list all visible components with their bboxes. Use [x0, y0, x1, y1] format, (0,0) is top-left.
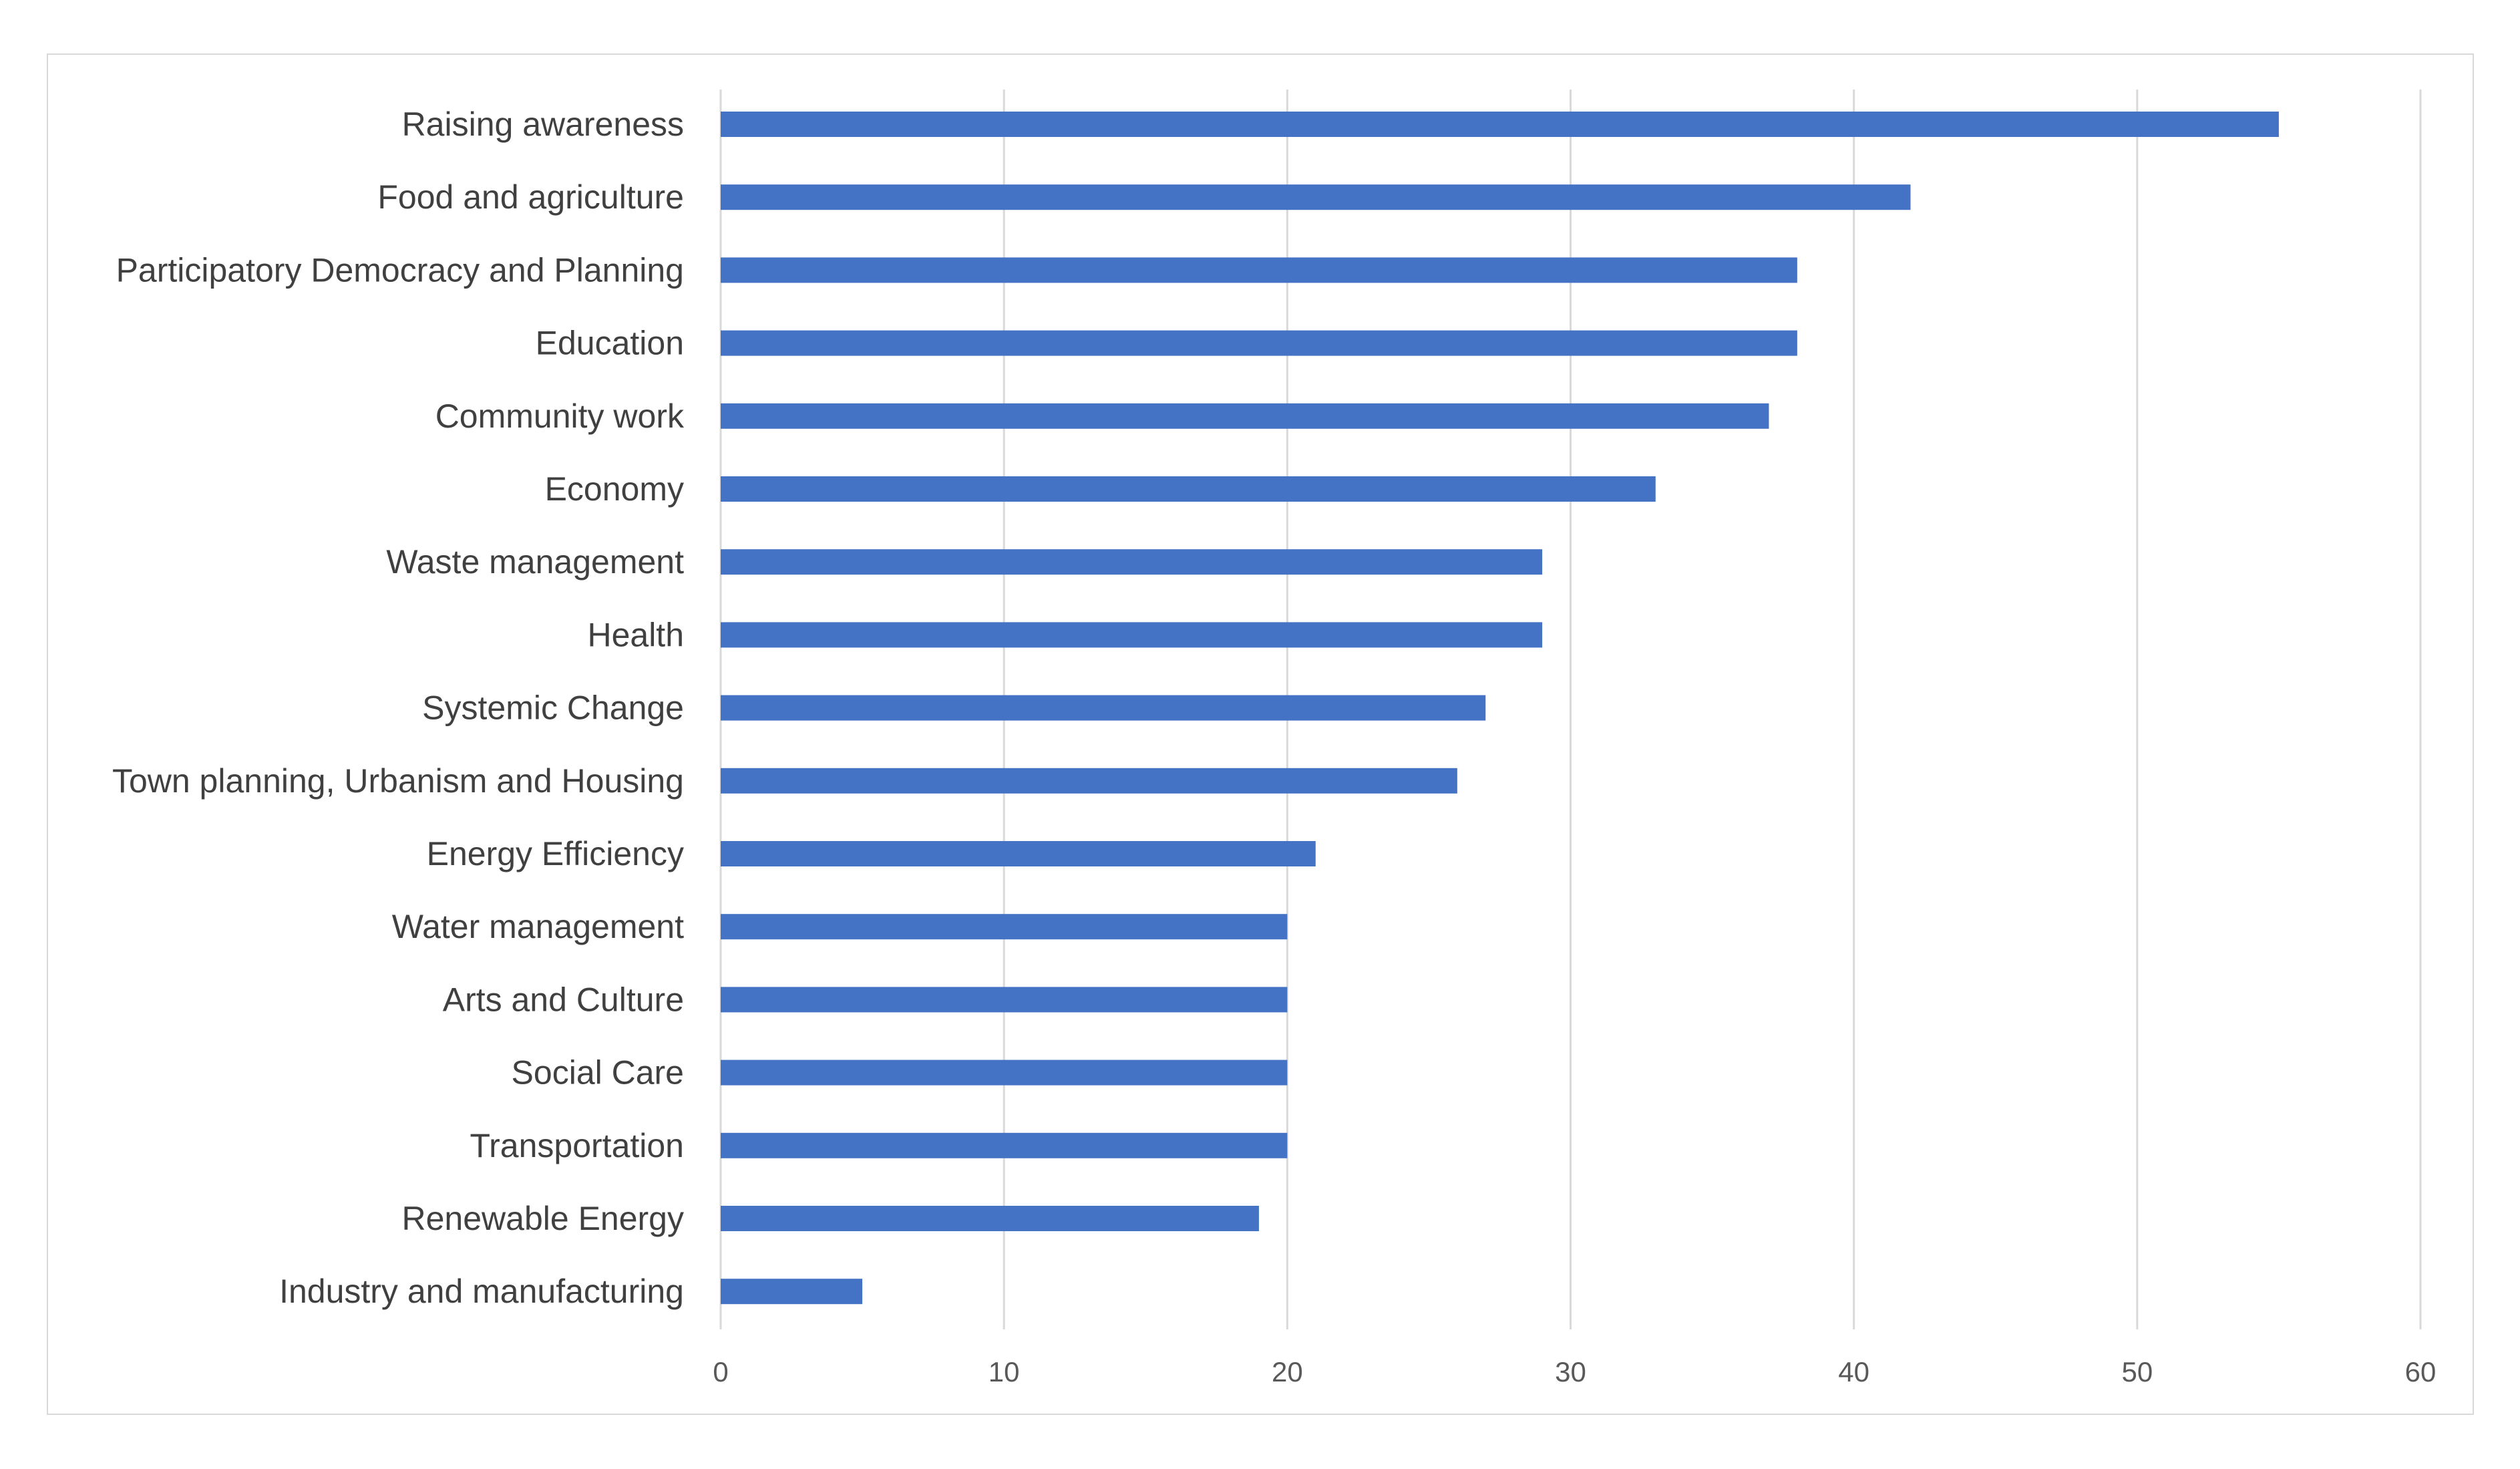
category-label: Systemic Change	[422, 689, 684, 727]
category-label: Social Care	[512, 1054, 684, 1092]
bar	[721, 257, 1797, 283]
bar	[721, 768, 1457, 794]
bar	[721, 1132, 1288, 1158]
bar	[721, 330, 1797, 356]
bar	[721, 403, 1769, 429]
bar	[721, 184, 1911, 210]
bar	[721, 841, 1316, 866]
bar	[721, 914, 1288, 940]
category-label: Renewable Energy	[402, 1200, 685, 1237]
x-tick-label-50: 50	[2121, 1356, 2153, 1388]
bar	[721, 112, 2279, 137]
category-label: Food and agriculture	[377, 178, 684, 216]
category-label: Participatory Democracy and Planning	[116, 251, 684, 289]
bar	[721, 1059, 1288, 1086]
bars	[721, 112, 2279, 1305]
category-label: Town planning, Urbanism and Housing	[112, 762, 684, 800]
x-tick-label-60: 60	[2405, 1356, 2437, 1388]
category-label: Education	[536, 325, 684, 362]
category-label: Health	[587, 616, 684, 653]
bar	[721, 1206, 1259, 1231]
category-label: Waste management	[386, 543, 684, 581]
bar	[721, 987, 1288, 1013]
x-tick-label-30: 30	[1555, 1356, 1586, 1388]
x-tick-label-20: 20	[1272, 1356, 1303, 1388]
x-tick-label-0: 0	[713, 1356, 728, 1388]
bar	[721, 1279, 863, 1305]
category-label: Community work	[435, 397, 685, 435]
x-tick-label-10: 10	[988, 1356, 1020, 1388]
category-label: Transportation	[470, 1127, 684, 1164]
category-label: Economy	[545, 470, 684, 508]
x-axis-tick-labels: 0 10 20 30 40 50 60	[713, 1356, 2436, 1388]
bar-chart: Raising awareness Food and agriculture Par…	[112, 90, 2436, 1388]
bar	[721, 549, 1543, 575]
category-label: Industry and manufacturing	[279, 1273, 684, 1310]
bar	[721, 476, 1656, 502]
category-labels: Raising awareness Food and agriculture Par…	[112, 106, 685, 1310]
category-label: Arts and Culture	[443, 981, 684, 1018]
chart-frame: Raising awareness Food and agriculture Par…	[47, 53, 2474, 1415]
x-tick-label-40: 40	[1838, 1356, 1869, 1388]
category-label: Energy Efficiency	[427, 835, 684, 872]
bar	[721, 622, 1543, 648]
category-label: Water management	[392, 908, 684, 945]
bar	[721, 695, 1486, 721]
category-label: Raising awareness	[402, 106, 684, 143]
